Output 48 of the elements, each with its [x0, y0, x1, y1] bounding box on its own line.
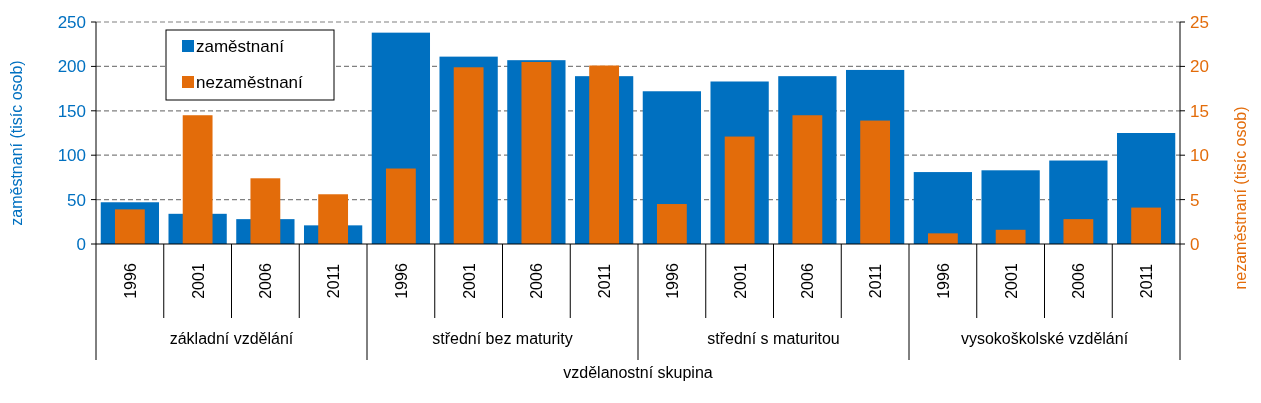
y-axis-title: zaměstnaní (tisíc osob) — [8, 60, 25, 226]
x-tick-label: 1996 — [392, 263, 410, 299]
x-tick-label: 2006 — [528, 263, 546, 299]
y2-tick-label: 0 — [1190, 234, 1200, 254]
y2-tick-label: 25 — [1190, 12, 1209, 32]
x-tick-label: 2001 — [1002, 263, 1020, 299]
x-tick-label: 1996 — [934, 263, 952, 299]
bar — [656, 204, 687, 244]
x-tick-label: 2006 — [257, 263, 275, 299]
x-tick-label: 2001 — [731, 263, 749, 299]
legend-label: nezaměstnaní — [196, 72, 304, 92]
x-tick-label: 2001 — [189, 263, 207, 299]
x-tick-label: 2011 — [1138, 263, 1156, 299]
bar — [792, 115, 823, 244]
bar — [724, 136, 755, 244]
x-tick-label: 2011 — [325, 263, 343, 299]
x-tick-label: 2001 — [460, 263, 478, 299]
y-tick-label: 100 — [57, 146, 86, 166]
y2-tick-label: 5 — [1190, 190, 1200, 210]
bar — [860, 120, 891, 244]
x-tick-label: 2011 — [596, 263, 614, 299]
bar — [981, 170, 1040, 244]
y-tick-label: 50 — [67, 190, 86, 210]
bar — [1131, 207, 1162, 244]
x-tick-label: 1996 — [121, 263, 139, 299]
x-tick-label: 2006 — [1070, 263, 1088, 299]
x-axis-title: vzdělanostní skupina — [563, 364, 713, 381]
y-tick-label: 0 — [76, 234, 86, 254]
y-tick-label: 250 — [57, 12, 86, 32]
bar — [913, 172, 973, 244]
text: základní vzdělání — [169, 330, 294, 347]
y-tick-label: 200 — [57, 57, 86, 77]
legend-label: zaměstnaní — [196, 36, 285, 56]
bar — [1063, 219, 1094, 244]
text: vysokoškolské vzdělání — [960, 330, 1129, 347]
x-tick-label: 1996 — [663, 263, 681, 299]
x-tick-label: 2011 — [867, 263, 885, 299]
y2-tick-label: 20 — [1190, 57, 1209, 77]
bar — [927, 233, 958, 244]
text: střední s maturitou — [707, 330, 840, 347]
y-tick-label: 150 — [57, 101, 86, 121]
x-tick-label: 2006 — [799, 263, 817, 299]
y2-tick-label: 10 — [1190, 146, 1209, 166]
y2-tick-label: 15 — [1190, 101, 1209, 121]
bar — [995, 229, 1026, 244]
text: střední bez maturity — [432, 330, 573, 347]
y2-axis-title: nezaměstnaní (tisíc osob) — [1232, 106, 1249, 290]
bar — [385, 168, 416, 244]
